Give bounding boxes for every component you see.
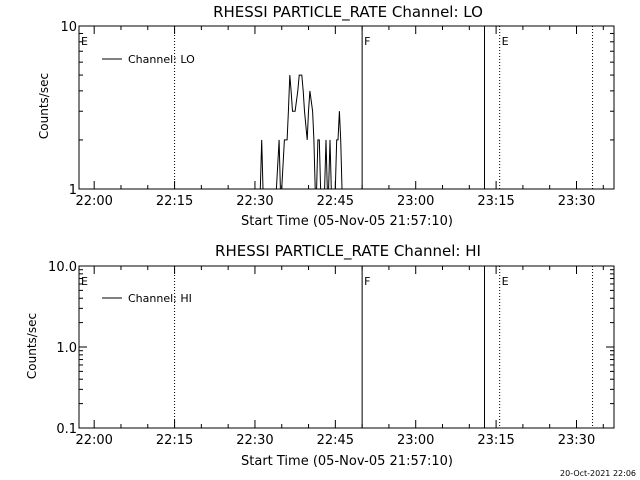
x-tick-label: 22:00	[75, 194, 112, 209]
x-tick-label: 23:15	[477, 194, 514, 209]
chart-title: RHESSI PARTICLE_RATE Channel: LO	[213, 3, 483, 22]
x-tick-label: 22:30	[236, 194, 273, 209]
x-tick-label: 23:00	[397, 194, 434, 209]
y-axis-label-group: Counts/sec	[25, 313, 39, 379]
x-axis-label: Start Time (05-Nov-05 21:57:10)	[241, 454, 453, 469]
y-tick-label: 0.1	[56, 422, 77, 437]
event-flag-label: E	[502, 35, 509, 48]
legend-entry-channel-lo: Channel: LO	[128, 53, 195, 66]
footer-timestamp: 20-Oct-2021 22:06	[560, 469, 636, 478]
event-flag-label: E	[81, 275, 88, 288]
x-axis-label: Start Time (05-Nov-05 21:57:10)	[241, 214, 453, 229]
legend-entry-channel-hi: Channel: HI	[128, 292, 192, 305]
x-tick-label: 22:45	[317, 194, 354, 209]
event-flag-label: F	[364, 35, 370, 48]
x-tick-label: 23:00	[397, 433, 434, 448]
x-tick-label: 23:15	[477, 433, 514, 448]
chart-title: RHESSI PARTICLE_RATE Channel: HI	[215, 242, 481, 261]
y-tick-label: 1	[69, 183, 77, 198]
x-tick-label: 22:45	[317, 433, 354, 448]
x-tick-label: 22:15	[156, 433, 193, 448]
panel-channel-hi: RHESSI PARTICLE_RATE Channel: HI Counts/…	[25, 242, 615, 469]
x-tick-label: 22:00	[75, 433, 112, 448]
y-axis-label-group: Counts/sec	[37, 73, 51, 139]
x-tick-label: 23:30	[558, 433, 595, 448]
x-tick-label: 22:30	[236, 433, 273, 448]
plot-frame	[78, 25, 615, 190]
series-line-channel-lo	[259, 74, 347, 190]
x-tick-label: 22:15	[156, 194, 193, 209]
legend: Channel: HI	[102, 292, 192, 305]
y-tick-label: 10	[60, 20, 77, 35]
panel-channel-lo: RHESSI PARTICLE_RATE Channel: LO Counts/…	[37, 3, 615, 229]
y-tick-label: 10.0	[48, 260, 77, 275]
event-flag-label: F	[364, 275, 370, 288]
y-axis-label: Counts/sec	[37, 73, 51, 139]
y-axis-label: Counts/sec	[25, 313, 39, 379]
event-flag-label: E	[81, 35, 88, 48]
event-flag-label: E	[502, 275, 509, 288]
y-tick-label: 1.0	[56, 341, 77, 356]
x-tick-label: 23:30	[558, 194, 595, 209]
legend: Channel: LO	[102, 53, 195, 66]
